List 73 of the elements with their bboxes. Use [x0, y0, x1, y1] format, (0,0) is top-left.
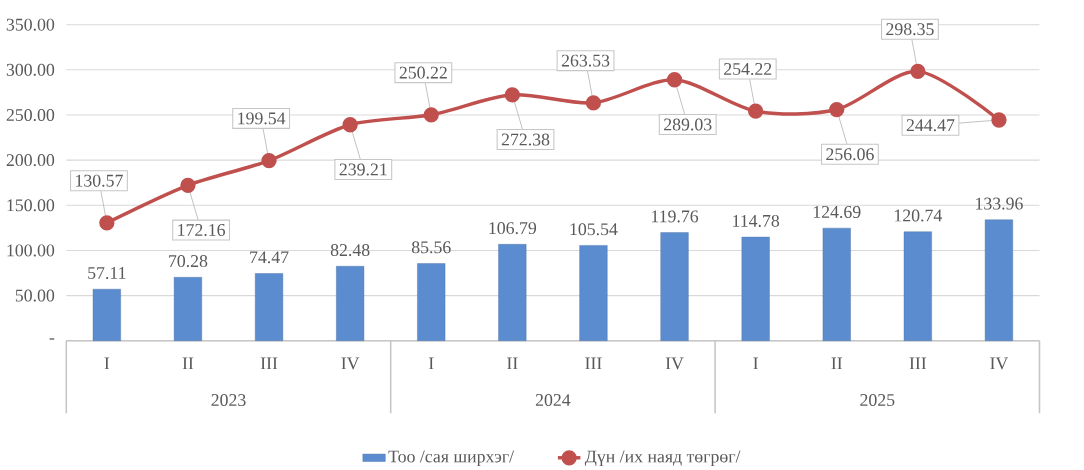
data-label: 272.38 [501, 133, 550, 146]
x-tick-label: I [753, 357, 758, 370]
point [748, 103, 764, 119]
point [261, 152, 277, 169]
data-label: 120.74 [894, 209, 943, 222]
y-tick-label: 200.00 [6, 153, 55, 167]
bar [822, 227, 851, 341]
point [910, 63, 926, 79]
point [99, 215, 115, 231]
point [829, 101, 845, 118]
legend-label: Дүн /их наяд төгрөг/ [584, 450, 741, 466]
point [423, 107, 439, 123]
bar [579, 245, 608, 341]
data-label: 254.22 [724, 62, 772, 75]
x-tick-label: IV [990, 357, 1009, 370]
text: 2023 [211, 393, 246, 406]
data-label: 114.78 [733, 214, 780, 227]
y-tick-label: 150.00 [7, 199, 55, 212]
x-tick-label: I [104, 357, 110, 370]
x-tick-label: I [428, 357, 434, 370]
x-tick-label: III [585, 357, 602, 370]
point [180, 177, 196, 193]
data-label: 298.35 [886, 23, 934, 36]
bar [255, 273, 284, 341]
data-label: 70.28 [169, 254, 208, 268]
x-tick-label: III [909, 357, 927, 370]
data-label: 133.96 [976, 197, 1023, 210]
point [666, 72, 683, 88]
x-tick-label: IV [665, 357, 684, 370]
bar [660, 232, 689, 341]
y-tick-label: 100.00 [7, 244, 55, 257]
data-label: 57.11 [88, 266, 126, 279]
data-label: 289.03 [664, 118, 712, 131]
bar [498, 244, 527, 341]
y-tick-label: 300.00 [6, 63, 55, 76]
data-label: 119.76 [652, 210, 699, 223]
data-label: 124.69 [813, 205, 861, 218]
point [342, 117, 358, 133]
y-tick-label: - [49, 338, 55, 340]
data-label: 85.56 [411, 241, 451, 254]
text: 2024 [535, 393, 571, 406]
point [991, 112, 1007, 128]
x-tick-label: IV [341, 357, 360, 370]
data-label: 130.57 [76, 174, 123, 187]
data-label: 82.48 [330, 243, 370, 257]
legend-label: Тоо /сая ширхэг/ [388, 450, 515, 466]
bar [984, 219, 1013, 341]
data-label: 106.79 [489, 221, 537, 235]
bar [173, 276, 202, 341]
y-tick-label: 50.00 [15, 289, 55, 302]
x-tick-label: III [260, 357, 278, 370]
bar [903, 231, 932, 341]
x-tick-label: II [507, 357, 518, 370]
data-label: 263.53 [561, 54, 610, 67]
data-label: 74.47 [250, 251, 289, 264]
bar [417, 263, 446, 341]
point [504, 87, 520, 103]
x-tick-label: II [831, 357, 843, 370]
text: 2025 [860, 393, 895, 406]
data-label: 244.47 [906, 119, 955, 132]
data-label: 250.22 [399, 66, 447, 79]
bar [336, 265, 365, 341]
data-label: 172.16 [178, 223, 226, 236]
data-label: 105.54 [570, 223, 618, 236]
point [585, 95, 602, 111]
data-label: 239.21 [339, 163, 387, 176]
y-tick-label: 350.00 [6, 18, 55, 31]
data-label: 256.06 [826, 148, 874, 161]
data-label: 199.54 [238, 112, 286, 125]
x-tick-label: II [182, 357, 194, 370]
bar [741, 236, 770, 341]
bar [92, 288, 121, 341]
y-tick-label: 250.00 [6, 108, 55, 121]
